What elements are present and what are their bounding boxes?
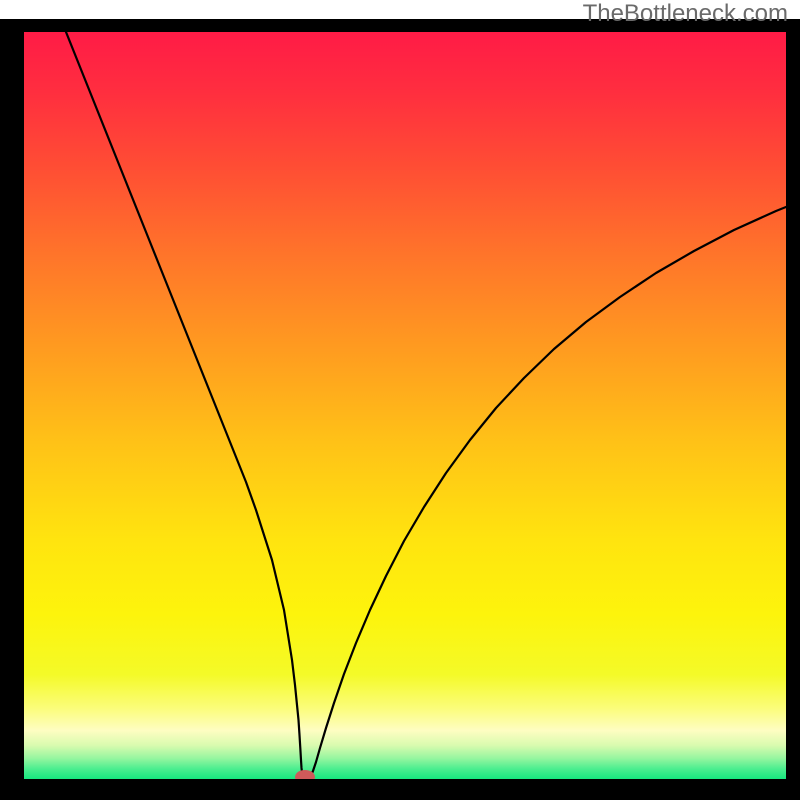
watermark-label: TheBottleneck.com	[583, 0, 788, 27]
frame-right	[786, 19, 800, 800]
frame-bottom	[0, 779, 800, 800]
curve-svg	[24, 32, 786, 779]
frame-left	[0, 19, 24, 800]
bottleneck-curve	[66, 32, 786, 779]
plot-area	[24, 32, 786, 779]
watermark-text: TheBottleneck.com	[583, 0, 788, 28]
